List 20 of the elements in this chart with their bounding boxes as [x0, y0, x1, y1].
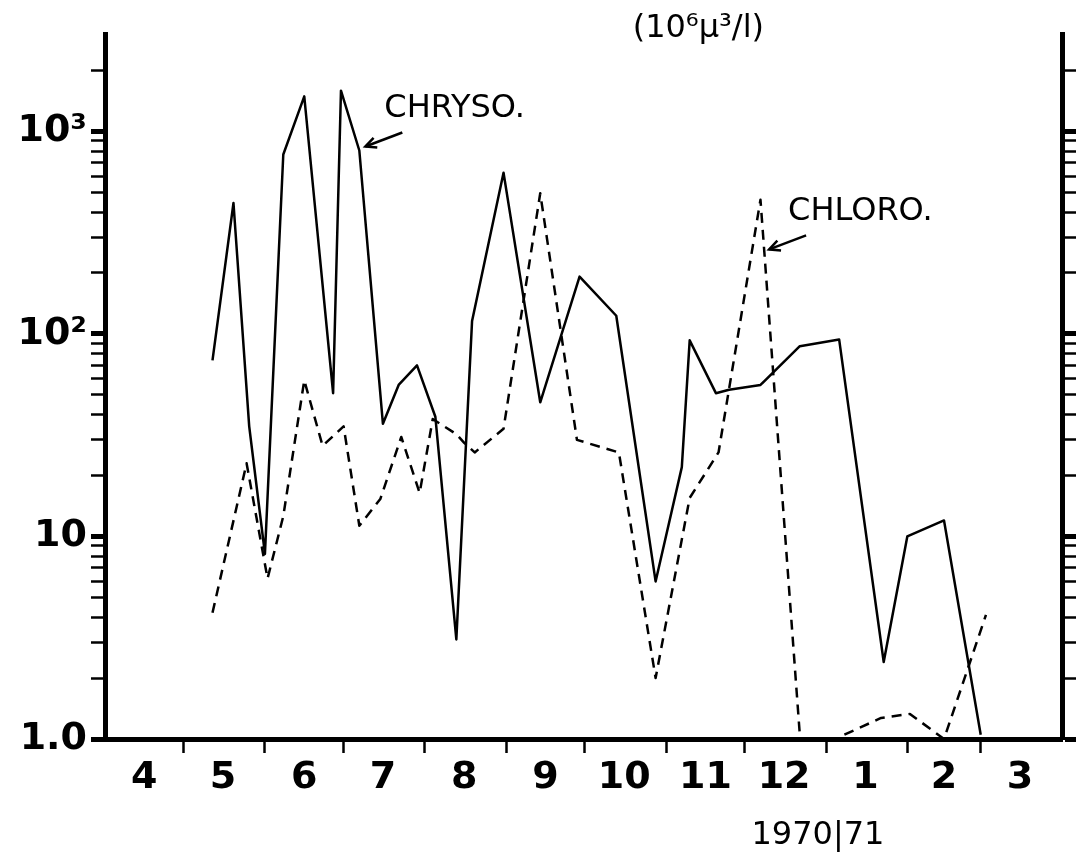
y-axis-title: (10⁶µ³/l): [632, 7, 765, 46]
annotation: CHRYSO.: [384, 86, 525, 125]
x-tick-label: 1: [852, 752, 879, 797]
x-tick-label: 2: [930, 752, 958, 797]
x-tick-label: 5: [209, 752, 237, 797]
text: 1970|71: [751, 814, 885, 853]
annotation: CHLORO.: [788, 189, 933, 228]
y-tick-label: 10³: [17, 106, 87, 151]
x-tick-label: 8: [450, 752, 478, 797]
x-tick-label: 6: [291, 752, 318, 797]
x-tick-label: 12: [757, 752, 811, 797]
y-tick-label: 10²: [17, 308, 87, 353]
y-tick-label: 1.0: [19, 713, 87, 758]
x-tick-label: 7: [369, 752, 397, 797]
x-tick-label: 11: [678, 752, 732, 797]
x-tick-label: 4: [131, 752, 158, 797]
y-tick-label: 10: [34, 511, 87, 556]
x-tick-label: 9: [532, 752, 559, 797]
x-tick-label: 3: [1006, 752, 1034, 797]
x-tick-label: 10: [597, 752, 651, 797]
